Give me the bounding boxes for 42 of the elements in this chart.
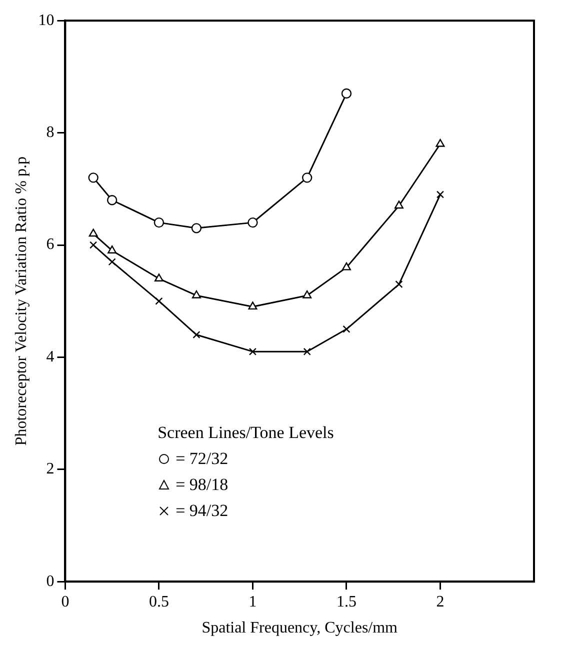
point	[302, 290, 312, 298]
point	[303, 348, 311, 356]
point	[106, 195, 118, 206]
y-tick-label: 2	[46, 460, 54, 478]
point	[342, 325, 350, 333]
x-tick-label: 2	[436, 593, 444, 610]
point	[154, 274, 164, 282]
point	[395, 280, 403, 288]
y-tick-label: 10	[38, 12, 54, 29]
point	[191, 223, 202, 234]
x-tick-label: 1	[248, 593, 257, 610]
point	[394, 200, 404, 209]
point	[192, 290, 201, 298]
legend-label: = 94/32	[176, 500, 228, 522]
point	[342, 262, 351, 270]
point	[88, 172, 98, 183]
y-tick-label: 8	[46, 124, 54, 142]
point	[192, 330, 200, 339]
y-tick-label: 4	[46, 348, 54, 366]
x-tick-label: 0	[61, 593, 70, 610]
point	[90, 241, 98, 249]
point	[436, 138, 445, 147]
legend-label: = 72/32	[176, 448, 228, 470]
point	[302, 172, 312, 183]
x-axis-title: Spatial Frequency, Cycles/mm	[202, 620, 398, 637]
point	[88, 228, 98, 237]
y-tick-label: 6	[46, 236, 54, 254]
point	[341, 88, 352, 99]
point	[154, 217, 164, 228]
x-tick-label: 0.5	[148, 593, 169, 610]
point	[436, 190, 444, 198]
point	[248, 302, 258, 310]
point	[108, 246, 117, 254]
point	[248, 348, 256, 356]
legend-label: = 98/18	[176, 474, 228, 496]
y-axis-title: Photoreceptor Velocity Variation Ratio % p.p	[12, 156, 30, 446]
x-tick-label: 1.5	[336, 593, 356, 610]
y-tick-label: 0	[46, 572, 54, 590]
point	[248, 217, 258, 228]
point	[108, 258, 116, 266]
point	[155, 297, 163, 305]
legend-title: Screen Lines/Tone Levels	[158, 422, 334, 444]
